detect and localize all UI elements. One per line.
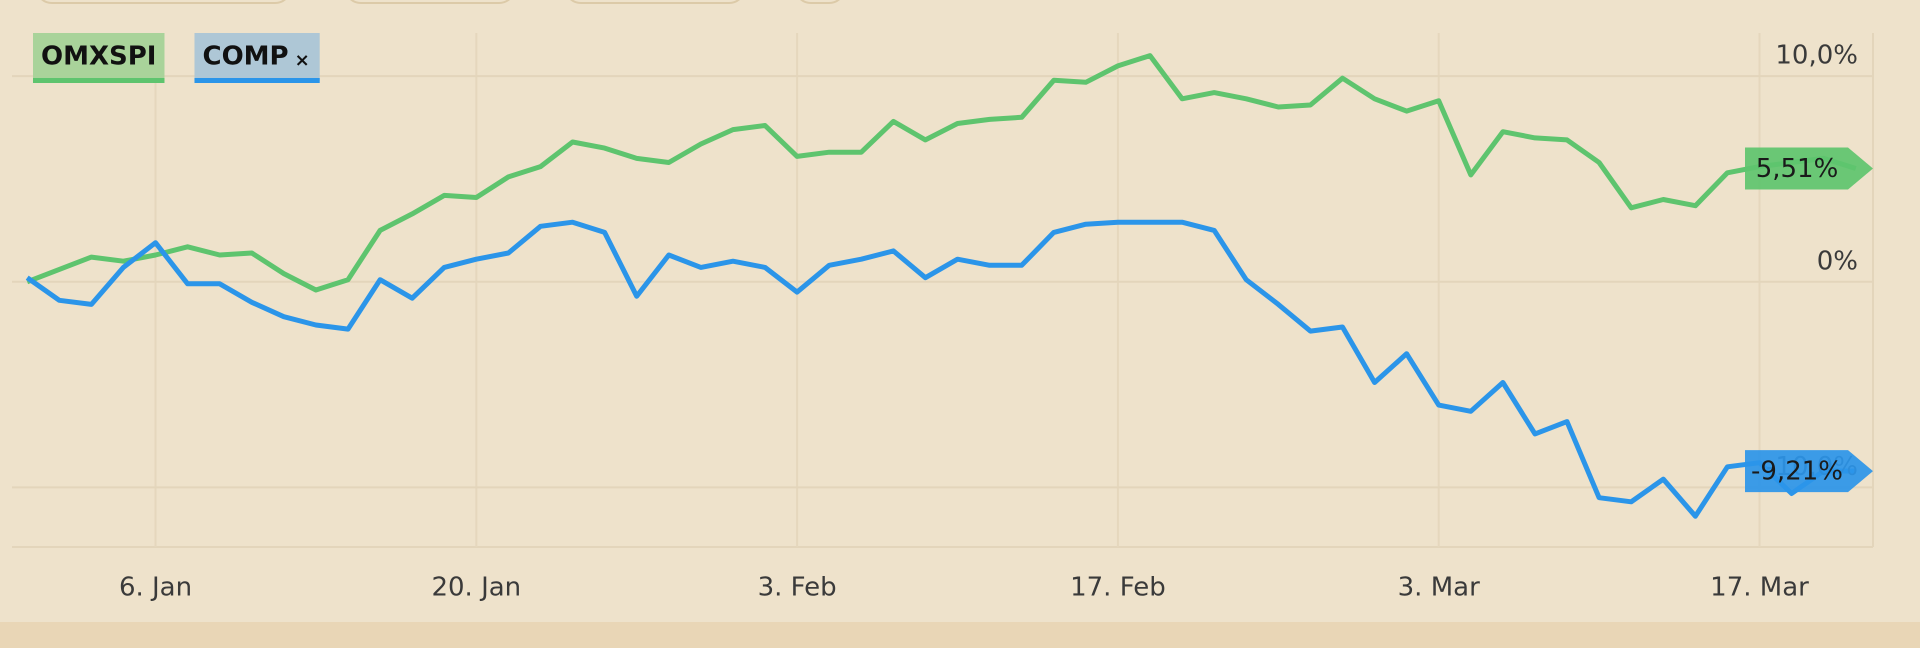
clipped-button (41, 0, 286, 4)
legend-box[interactable] (33, 33, 165, 81)
labels: 6. Jan 20. Jan 3. Feb 17. Feb 3. Mar 17. Mar -… (119, 41, 1873, 603)
legend-item[interactable]: OMXSPI (33, 33, 165, 83)
y-tick-label: 0% (1817, 246, 1858, 276)
series-line (26, 53, 1857, 293)
x-tick-label: 3. Mar (1398, 573, 1480, 603)
end-tag (1745, 147, 1873, 190)
end-tag-label: 5,51% (1756, 154, 1839, 184)
legend-label: OMXSPI (41, 42, 156, 72)
grid (12, 33, 1873, 547)
end-tag-label: -9,21% (1751, 457, 1843, 487)
lines (25, 53, 1857, 519)
x-tick-label: 3. Feb (758, 573, 837, 603)
y-tick-label: 10,0% (1775, 41, 1858, 71)
legend-remove[interactable]: × (295, 50, 310, 71)
legend: OMXSPI COMP × (33, 33, 320, 83)
series-line (25, 219, 1856, 519)
legend-label: COMP (202, 42, 288, 72)
legend-box[interactable] (194, 33, 320, 81)
clipped-button (350, 0, 510, 4)
end-tag (1745, 450, 1873, 493)
x-tick-label: 6. Jan (119, 573, 192, 603)
legend-item[interactable]: COMP × (194, 33, 320, 83)
legend-underline (33, 78, 165, 83)
x-tick-label: 20. Jan (431, 573, 521, 603)
clipped-button (570, 0, 740, 4)
legend-underline (194, 78, 320, 83)
footer-strip (0, 622, 1920, 648)
x-tick-label: 17. Feb (1070, 573, 1166, 603)
x-tick-label: 17. Mar (1710, 573, 1809, 603)
clipped-button (800, 0, 840, 4)
